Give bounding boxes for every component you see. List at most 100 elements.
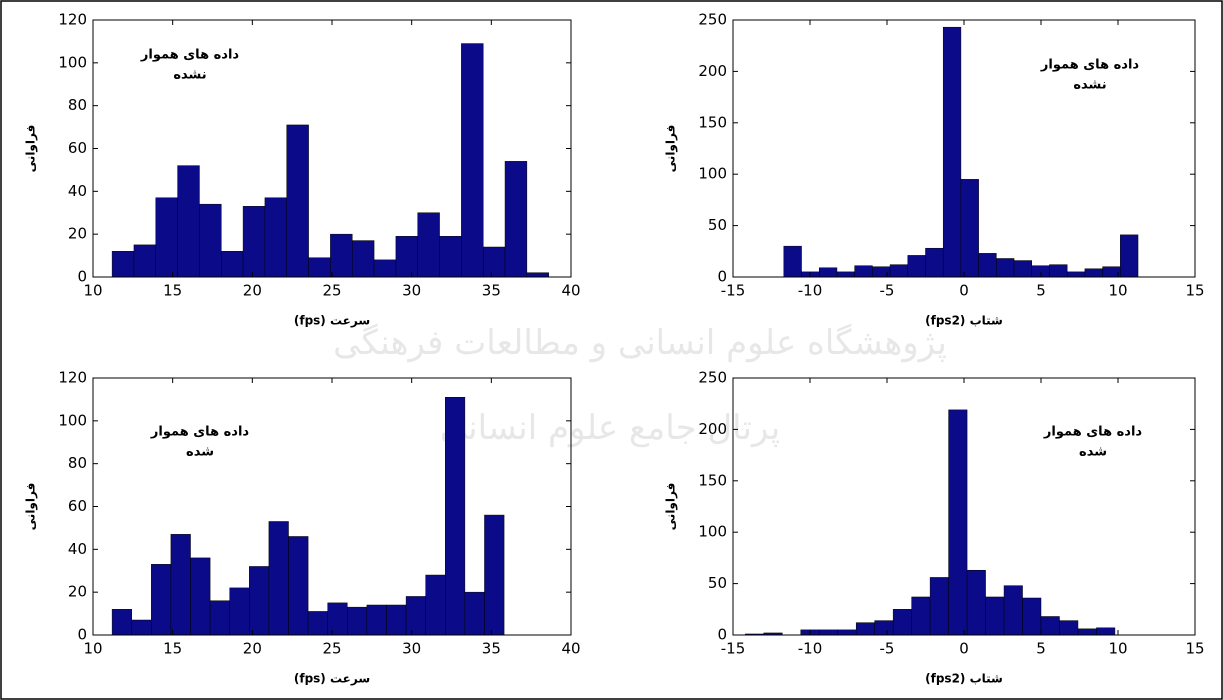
annotation: داده های هموار: [150, 425, 249, 440]
y-tick-label: 200: [698, 420, 727, 438]
bar: [1059, 620, 1079, 636]
bar: [461, 43, 484, 278]
bar: [330, 233, 353, 278]
x-tick-label: 15: [163, 640, 182, 658]
bar: [818, 629, 838, 636]
y-axis-label: فراوانی: [24, 125, 39, 173]
bar: [111, 609, 132, 636]
x-tick-label: 30: [402, 640, 421, 658]
x-tick-label: -15: [721, 282, 746, 300]
y-axis-label: فراوانی: [664, 125, 679, 173]
y-tick-label: 120: [58, 11, 87, 29]
x-tick-label: 10: [1108, 640, 1127, 658]
bar: [439, 236, 462, 278]
y-tick-label: 250: [698, 11, 727, 29]
y-tick-label: 100: [58, 411, 87, 429]
y-tick-label: 40: [68, 540, 87, 558]
bar: [288, 536, 309, 636]
x-tick-label: 15: [1185, 282, 1204, 300]
y-tick-label: 0: [717, 268, 727, 286]
y-tick-label: 150: [698, 113, 727, 131]
bar: [1066, 271, 1086, 278]
annotation: شده: [1079, 445, 1107, 460]
bar: [405, 596, 426, 636]
bar: [892, 609, 912, 636]
x-tick-label: 10: [83, 640, 102, 658]
bar: [1040, 616, 1060, 636]
y-tick-label: 150: [698, 471, 727, 489]
bar: [1096, 627, 1116, 636]
annotation: داده های هموار: [1043, 425, 1142, 440]
bar: [874, 620, 894, 636]
y-tick-label: 80: [68, 96, 87, 114]
annotation: نشده: [1073, 78, 1106, 93]
x-tick-label: 5: [1036, 282, 1046, 300]
y-tick-label: 100: [58, 53, 87, 71]
bar: [268, 521, 289, 636]
y-tick-label: 100: [698, 523, 727, 541]
bar: [308, 257, 331, 278]
x-tick-label: 10: [1108, 282, 1127, 300]
bar: [837, 629, 857, 636]
bar: [199, 203, 222, 278]
y-tick-label: 0: [77, 268, 87, 286]
y-tick-label: 200: [698, 62, 727, 80]
bar: [307, 611, 328, 636]
x-axis-label: سرعت (fps): [294, 314, 370, 328]
bar: [264, 197, 287, 278]
bar: [327, 602, 348, 636]
y-tick-label: 80: [68, 454, 87, 472]
bar: [818, 267, 838, 278]
y-tick-label: 50: [708, 574, 727, 592]
watermark: پرتال جامع علوم انسانی: [440, 408, 780, 448]
y-tick-label: 20: [68, 225, 87, 243]
bar: [504, 161, 528, 278]
y-tick-label: 250: [698, 369, 727, 387]
y-tick-label: 120: [58, 369, 87, 387]
bar: [366, 604, 387, 636]
y-axis-label: فراوانی: [24, 483, 39, 531]
bar: [948, 409, 968, 636]
x-tick-label: 20: [243, 282, 262, 300]
bar: [907, 255, 926, 278]
x-tick-label: -15: [721, 640, 746, 658]
x-tick-label: 0: [959, 640, 969, 658]
bar: [155, 197, 178, 278]
bar: [242, 206, 266, 278]
bar: [484, 514, 505, 636]
bar: [395, 236, 418, 278]
bar: [929, 577, 949, 636]
bar: [889, 264, 909, 278]
bar: [1013, 260, 1033, 278]
x-tick-label: 25: [322, 640, 341, 658]
bar: [111, 251, 135, 278]
x-tick-label: -5: [880, 640, 895, 658]
y-tick-label: 60: [68, 497, 87, 515]
x-tick-label: -10: [798, 282, 823, 300]
bar: [464, 591, 485, 636]
bar: [854, 265, 873, 278]
x-tick-label: 30: [402, 282, 421, 300]
bar: [1049, 264, 1068, 278]
bar: [131, 619, 152, 636]
y-tick-label: 40: [68, 182, 87, 200]
y-tick-label: 60: [68, 139, 87, 157]
bar: [170, 534, 191, 636]
x-tick-label: -10: [798, 640, 823, 658]
bar: [351, 240, 375, 278]
x-tick-label: 15: [1185, 640, 1204, 658]
bar: [347, 606, 368, 636]
x-tick-label: -5: [880, 282, 895, 300]
bar: [221, 251, 244, 278]
y-tick-label: 50: [708, 216, 727, 234]
bar: [1120, 234, 1139, 278]
bar: [386, 604, 407, 636]
x-tick-label: 0: [959, 282, 969, 300]
watermark: پژوهشگاه علوم انسانی و مطالعات فرهنگی: [333, 323, 947, 363]
bar: [925, 247, 944, 278]
x-axis-label: شتاب (fps2): [925, 672, 1003, 686]
bar: [836, 271, 855, 278]
bar: [151, 564, 172, 636]
bar: [783, 245, 802, 278]
